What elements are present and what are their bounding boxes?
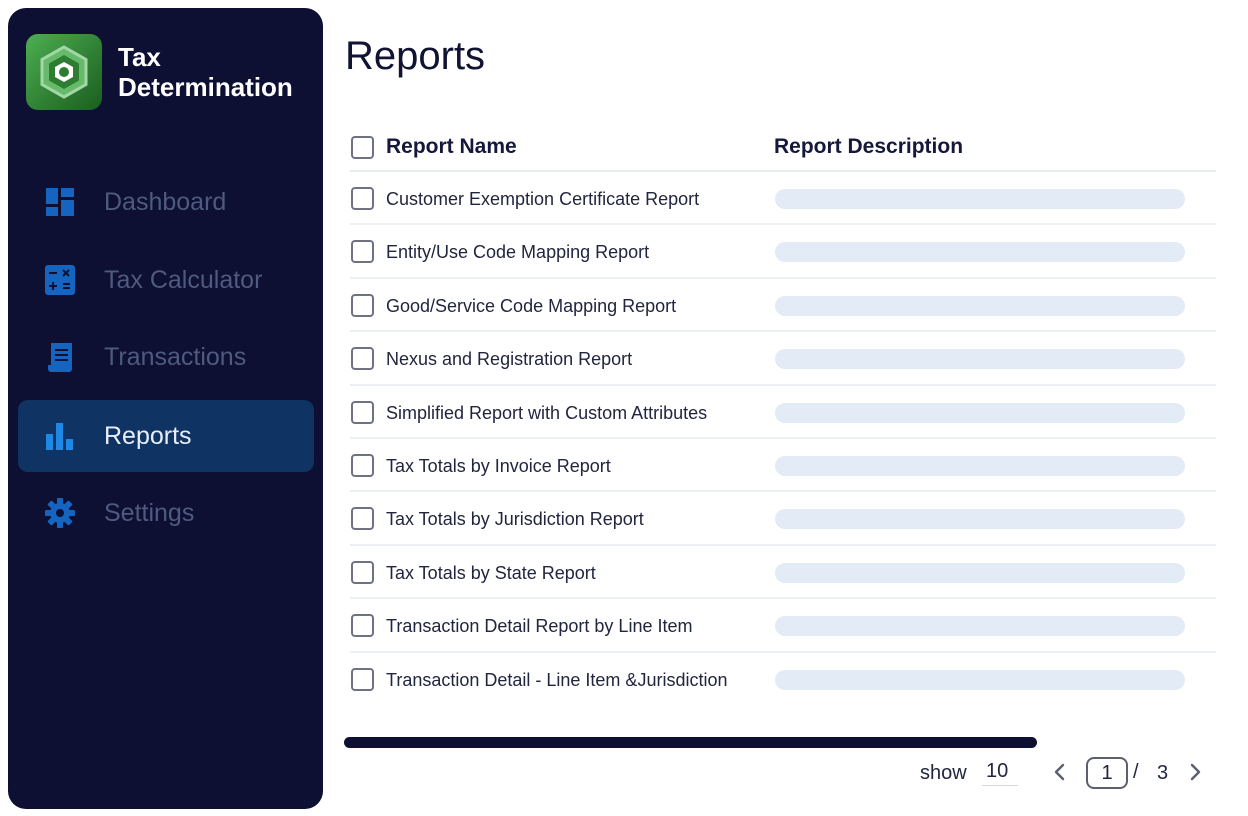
row-checkbox[interactable] <box>351 187 374 210</box>
report-name: Transaction Detail Report by Line Item <box>386 616 693 637</box>
bar-chart-icon <box>46 423 73 450</box>
show-label: show <box>920 762 967 784</box>
horizontal-scrollbar[interactable] <box>344 737 1037 748</box>
description-placeholder <box>775 189 1185 209</box>
report-name: Entity/Use Code Mapping Report <box>386 242 650 263</box>
table-header: Report Name Report Description <box>350 124 1216 172</box>
report-name: Tax Totals by Invoice Report <box>386 455 611 476</box>
row-checkbox[interactable] <box>351 560 374 584</box>
report-name: Good/Service Code Mapping Report <box>386 295 677 316</box>
table-row[interactable]: Tax Totals by Jurisdiction Report <box>350 492 1216 546</box>
row-checkbox[interactable] <box>351 293 374 317</box>
row-checkbox[interactable] <box>351 507 374 531</box>
dashboard-icon <box>46 188 74 216</box>
table-row[interactable]: Transaction Detail - Line Item &Jurisdic… <box>350 653 1216 706</box>
sidebar-item-label: Dashboard <box>104 187 227 216</box>
calculator-icon <box>45 265 75 295</box>
sidebar-item-label: Settings <box>104 498 195 527</box>
table-row[interactable]: Customer Exemption Certificate Report <box>350 172 1216 226</box>
sidebar-item-transactions[interactable]: Transactions <box>18 321 314 393</box>
sidebar-item-tax-calculator[interactable]: Tax Calculator <box>18 244 314 316</box>
report-name: Transaction Detail - Line Item &Jurisdic… <box>386 669 728 690</box>
app-name: Tax Determination <box>118 42 293 102</box>
description-placeholder <box>775 669 1185 690</box>
table-row[interactable]: Good/Service Code Mapping Report <box>350 279 1216 333</box>
table-row[interactable]: Tax Totals by Invoice Report <box>350 439 1216 493</box>
row-checkbox[interactable] <box>351 614 374 638</box>
gear-icon <box>45 498 75 528</box>
sidebar-item-label: Tax Calculator <box>104 265 263 294</box>
report-name: Tax Totals by Jurisdiction Report <box>386 509 644 530</box>
hexagon-logo-icon <box>40 45 88 99</box>
description-placeholder <box>775 242 1185 263</box>
table-row[interactable]: Entity/Use Code Mapping Report <box>350 225 1216 279</box>
chevron-right-icon[interactable] <box>1186 760 1204 784</box>
description-placeholder <box>775 562 1185 583</box>
app-name-line2: Determination <box>118 72 293 102</box>
page-title: Reports <box>345 34 486 78</box>
app-logo <box>26 34 102 110</box>
report-name: Nexus and Registration Report <box>386 349 633 370</box>
app-name-line1: Tax <box>118 42 161 72</box>
description-placeholder <box>775 455 1185 476</box>
sidebar-item-reports[interactable]: Reports <box>18 400 314 472</box>
description-placeholder <box>775 349 1185 370</box>
description-placeholder <box>775 509 1185 530</box>
report-name: Customer Exemption Certificate Report <box>386 189 700 209</box>
row-checkbox[interactable] <box>351 400 374 424</box>
table-row[interactable]: Tax Totals by State Report <box>350 546 1216 600</box>
description-placeholder <box>775 616 1185 637</box>
report-name: Tax Totals by State Report <box>386 562 596 583</box>
receipt-icon <box>48 343 72 372</box>
sidebar-item-label: Transactions <box>104 342 247 371</box>
table-row[interactable]: Transaction Detail Report by Line Item <box>350 599 1216 653</box>
report-name: Simplified Report with Custom Attributes <box>386 402 708 423</box>
row-checkbox[interactable] <box>351 240 374 264</box>
current-page-input[interactable]: 1 <box>1086 757 1128 789</box>
page-size-select[interactable]: 10 <box>982 760 1018 786</box>
description-placeholder <box>775 402 1185 423</box>
row-checkbox[interactable] <box>351 347 374 371</box>
sidebar-item-label: Reports <box>104 421 192 450</box>
description-placeholder <box>775 295 1185 316</box>
column-header-report-name[interactable]: Report Name <box>386 135 517 158</box>
total-pages: 3 <box>1157 762 1169 784</box>
page-separator: / <box>1133 761 1139 783</box>
sidebar-item-dashboard[interactable]: Dashboard <box>18 166 314 238</box>
sidebar: Tax Determination Dashboard Tax Calculat… <box>8 8 323 809</box>
table-row[interactable]: Simplified Report with Custom Attributes <box>350 386 1216 439</box>
row-checkbox[interactable] <box>351 453 374 477</box>
column-header-report-description[interactable]: Report Description <box>774 135 964 158</box>
row-checkbox[interactable] <box>351 667 374 691</box>
reports-table: Report Name Report Description Customer … <box>350 124 1216 706</box>
sidebar-item-settings[interactable]: Settings <box>18 477 314 549</box>
select-all-checkbox[interactable] <box>351 136 374 159</box>
chevron-left-icon[interactable] <box>1051 760 1069 784</box>
table-row[interactable]: Nexus and Registration Report <box>350 332 1216 386</box>
